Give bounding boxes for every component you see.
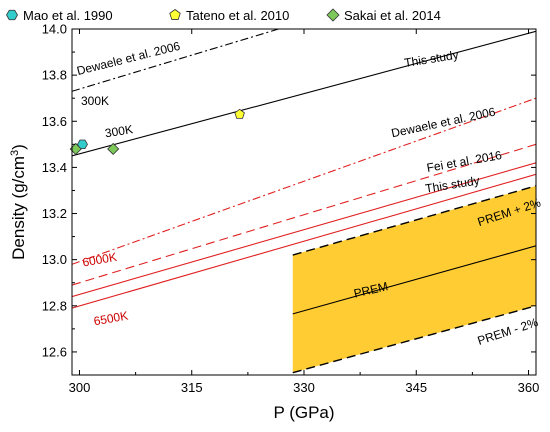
series-line-prem-minus	[292, 305, 536, 374]
y-tick-label: 13.8	[42, 68, 67, 83]
legend-marker-hexagon	[6, 9, 18, 21]
y-tick-label: 12.8	[42, 298, 67, 313]
y-axis-label: Density (g/cm3)	[9, 144, 28, 260]
y-tick-label: 13.4	[42, 160, 67, 175]
legend-label: Tateno et al. 2010	[186, 8, 289, 23]
legend-item-3: Sakai et al. 2014	[326, 8, 441, 23]
y-axis-label-main: Density (g/cm	[9, 156, 28, 260]
legend-item-1: Mao et al. 1990	[6, 8, 113, 23]
series-line-prem	[292, 245, 536, 315]
x-axis-label: P (GPa)	[273, 403, 334, 422]
series-line-this-study-6000k	[72, 162, 536, 298]
annotation-label: 6500K	[93, 309, 130, 329]
series-line-prem-plus	[292, 185, 536, 256]
series-line-this-study-300k	[72, 30, 536, 157]
legend-marker-pentagon	[169, 9, 181, 20]
x-tick-label: 315	[181, 380, 203, 395]
x-tick-label: 330	[293, 380, 315, 395]
data-point-diamond	[107, 142, 120, 156]
data-point-hexagon	[77, 139, 88, 150]
legend-label: Sakai et al. 2014	[344, 8, 441, 23]
y-tick-label: 13.2	[42, 206, 67, 221]
legend-marker-diamond	[326, 8, 340, 22]
y-axis-label-sup: 3	[9, 150, 21, 156]
data-point-pentagon	[234, 108, 245, 119]
y-tick-label: 12.6	[42, 344, 67, 359]
annotation-label: 6000K	[81, 250, 118, 270]
annotation-label: Fei et al. 2016	[426, 148, 504, 175]
annotation-label: Dewaele et al. 2006	[75, 39, 182, 78]
y-axis-ticks: 12.6 12.8 13.0 13.2 13.4 13.6 13.8 14.0	[42, 22, 536, 376]
series-line-this-study-6500k	[72, 173, 536, 309]
y-tick-label: 14.0	[42, 22, 67, 37]
y-axis-label-close: )	[9, 144, 28, 150]
annotation-label: 300K	[81, 94, 109, 108]
y-tick-label: 13.6	[42, 114, 67, 129]
x-tick-label: 345	[405, 380, 427, 395]
prem-band-layer	[292, 185, 536, 373]
annotation-label: 300K	[104, 122, 134, 140]
legend-item-2: Tateno et al. 2010	[169, 8, 289, 23]
legend-label: Mao et al. 1990	[23, 8, 113, 23]
legend: Mao et al. 1990 Tateno et al. 2010 Sakai e…	[6, 8, 441, 23]
x-tick-label: 300	[69, 380, 91, 395]
series-line-fei-6000k	[72, 143, 536, 286]
x-tick-label: 360	[518, 380, 540, 395]
y-tick-label: 13.0	[42, 252, 67, 267]
series-line-dewaele-300k	[72, 29, 279, 92]
x-axis-ticks: 300 315 330 345 360	[69, 29, 540, 395]
series-layer	[72, 29, 536, 374]
annotation-label: This study	[403, 48, 459, 70]
prem-uncertainty-band	[292, 185, 536, 373]
series-line-dewaele-6000k	[72, 97, 536, 265]
point-layer	[69, 108, 245, 156]
annotation-label: Dewaele et al. 2006	[390, 105, 497, 141]
